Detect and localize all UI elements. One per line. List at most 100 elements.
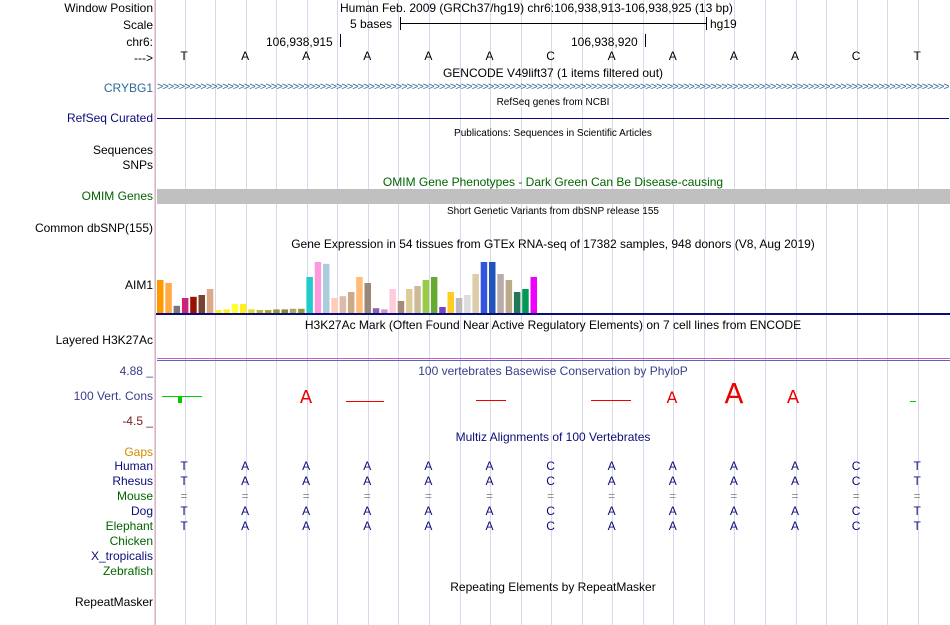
base-guide-line: [856, 0, 858, 625]
alignment-base: C: [546, 504, 555, 518]
gtex-tissue-bar: [389, 289, 396, 313]
phylop-low-2: [476, 400, 506, 401]
dbsnp-track-title[interactable]: Short Genetic Variants from dbSNP releas…: [447, 206, 659, 217]
gtex-tissue-bar: [223, 309, 230, 313]
gtex-tissue-bar: [215, 310, 222, 313]
refseq-feature-line[interactable]: [157, 118, 949, 119]
gtex-tissue-bar: [314, 262, 322, 313]
sequences-label[interactable]: Sequences: [92, 143, 153, 157]
base-letter: A: [729, 49, 738, 63]
alignment-base: =: [424, 489, 432, 503]
alignment-base: T: [913, 474, 921, 488]
species-label[interactable]: Rhesus: [112, 474, 153, 488]
phylop-max-label: 4.88 _: [119, 364, 153, 378]
species-label[interactable]: Dog: [130, 504, 153, 518]
repeatmasker-track-title[interactable]: Repeating Elements by RepeatMasker: [450, 580, 656, 594]
alignment-base: C: [546, 474, 555, 488]
species-label[interactable]: Zebrafish: [102, 564, 153, 578]
alignment-base: A: [607, 504, 616, 518]
gtex-tissue-bar: [397, 301, 405, 313]
multiz-track-title[interactable]: Multiz Alignments of 100 Vertebrates: [455, 430, 651, 444]
phylop-signal[interactable]: A A A A: [156, 380, 950, 410]
gencode-gene-label[interactable]: CRYBG1: [103, 81, 153, 95]
alignment-base: C: [851, 519, 861, 533]
layered-h3k27ac-label[interactable]: Layered H3K27Ac: [55, 333, 153, 347]
phylop-track-label[interactable]: 100 Vert. Cons: [73, 389, 153, 403]
phylop-peak-1: A: [300, 387, 313, 408]
alignment-base: A: [241, 474, 250, 488]
h3k27ac-signal-line-2: [157, 360, 950, 361]
gaps-label[interactable]: Gaps: [124, 445, 153, 459]
base-guide-line: [520, 0, 522, 625]
alignment-base: =: [485, 489, 493, 503]
alignment-base: A: [790, 474, 799, 488]
gtex-tissue-bar: [472, 274, 479, 313]
phylop-peak-2: A: [667, 388, 678, 407]
position-label-2: 106,938,920: [571, 35, 638, 49]
base-letter: A: [424, 49, 433, 63]
alignment-base: A: [302, 474, 311, 488]
base-guide-line: [612, 0, 614, 625]
gtex-baseline: [156, 313, 950, 315]
omim-track-title[interactable]: OMIM Gene Phenotypes - Dark Green Can Be…: [382, 175, 724, 189]
gtex-tissue-bar: [323, 263, 330, 313]
alignment-base: A: [241, 504, 250, 518]
gtex-tissue-bar: [206, 289, 214, 313]
common-dbsnp-label[interactable]: Common dbSNP(155): [34, 221, 153, 235]
gtex-tissue-bar: [406, 289, 413, 313]
species-label[interactable]: Elephant: [105, 519, 153, 533]
publications-track-title[interactable]: Publications: Sequences in Scientific Ar…: [454, 128, 652, 139]
alignment-base: =: [302, 489, 310, 503]
repeatmasker-label[interactable]: RepeatMasker: [74, 595, 153, 609]
gtex-tissue-bar: [231, 304, 239, 313]
gtex-tissue-bar: [364, 283, 371, 313]
gtex-tissue-bar: [273, 309, 280, 313]
alignment-base: T: [180, 519, 188, 533]
omim-genes-label[interactable]: OMIM Genes: [81, 189, 153, 203]
alignment-base: T: [913, 459, 921, 473]
alignment-base: A: [424, 459, 433, 473]
scale-bar-right-tick: [706, 17, 707, 30]
alignment-base: A: [668, 459, 677, 473]
species-label[interactable]: X_tropicalis: [90, 549, 153, 563]
phylop-track-title[interactable]: 100 vertebrates Basewise Conservation by…: [418, 364, 688, 378]
species-label[interactable]: Mouse: [116, 489, 153, 503]
gtex-tissue-bar: [289, 308, 297, 313]
alignment-base: A: [668, 504, 677, 518]
gtex-track-title[interactable]: Gene Expression in 54 tissues from GTEx …: [291, 237, 815, 251]
alignment-base: =: [669, 489, 677, 503]
alignment-base: A: [607, 474, 616, 488]
gtex-gene-label[interactable]: AIM1: [124, 278, 153, 292]
alignment-base: C: [851, 474, 861, 488]
species-label[interactable]: Human: [114, 459, 153, 473]
base-guide-line: [551, 0, 553, 625]
gtex-bar-chart[interactable]: [156, 252, 950, 316]
gtex-tissue-bar: [439, 307, 446, 313]
gtex-tissue-bar: [422, 280, 430, 313]
base-letter: C: [851, 49, 861, 63]
alignment-base: A: [363, 504, 372, 518]
base-letter: A: [363, 49, 372, 63]
gtex-tissue-bar: [347, 292, 355, 313]
gencode-gene-feature[interactable]: >>>>>>>>>>>>>>>>>>>>>>>>>>>>>>>>>>>>>>>>…: [157, 81, 949, 93]
species-label[interactable]: Chicken: [109, 534, 153, 548]
alignment-base: T: [180, 474, 188, 488]
alignment-base: C: [546, 519, 555, 533]
label-panel-separator: [155, 0, 156, 625]
h3k27ac-track-title[interactable]: H3K27Ac Mark (Often Found Near Active Re…: [304, 318, 802, 332]
refseq-track-title[interactable]: RefSeq genes from NCBI: [496, 97, 610, 108]
base-guide-line: [887, 0, 889, 625]
snps-label[interactable]: SNPs: [122, 158, 153, 172]
gtex-tissue-bar: [489, 262, 496, 313]
omim-feature-bar[interactable]: [157, 189, 950, 204]
alignment-base: A: [607, 459, 616, 473]
base-guide-line: [795, 0, 797, 625]
refseq-curated-label[interactable]: RefSeq Curated: [66, 111, 153, 125]
phylop-low-1: [346, 401, 384, 402]
gencode-track-title[interactable]: GENCODE V49lift37 (1 items filtered out): [442, 66, 664, 80]
phylop-min-label: -4.5 _: [122, 414, 153, 428]
alignment-base: A: [790, 519, 799, 533]
gtex-tissue-bar: [381, 309, 388, 313]
gtex-tissue-bar: [372, 308, 380, 313]
phylop-low-3: [591, 400, 631, 401]
